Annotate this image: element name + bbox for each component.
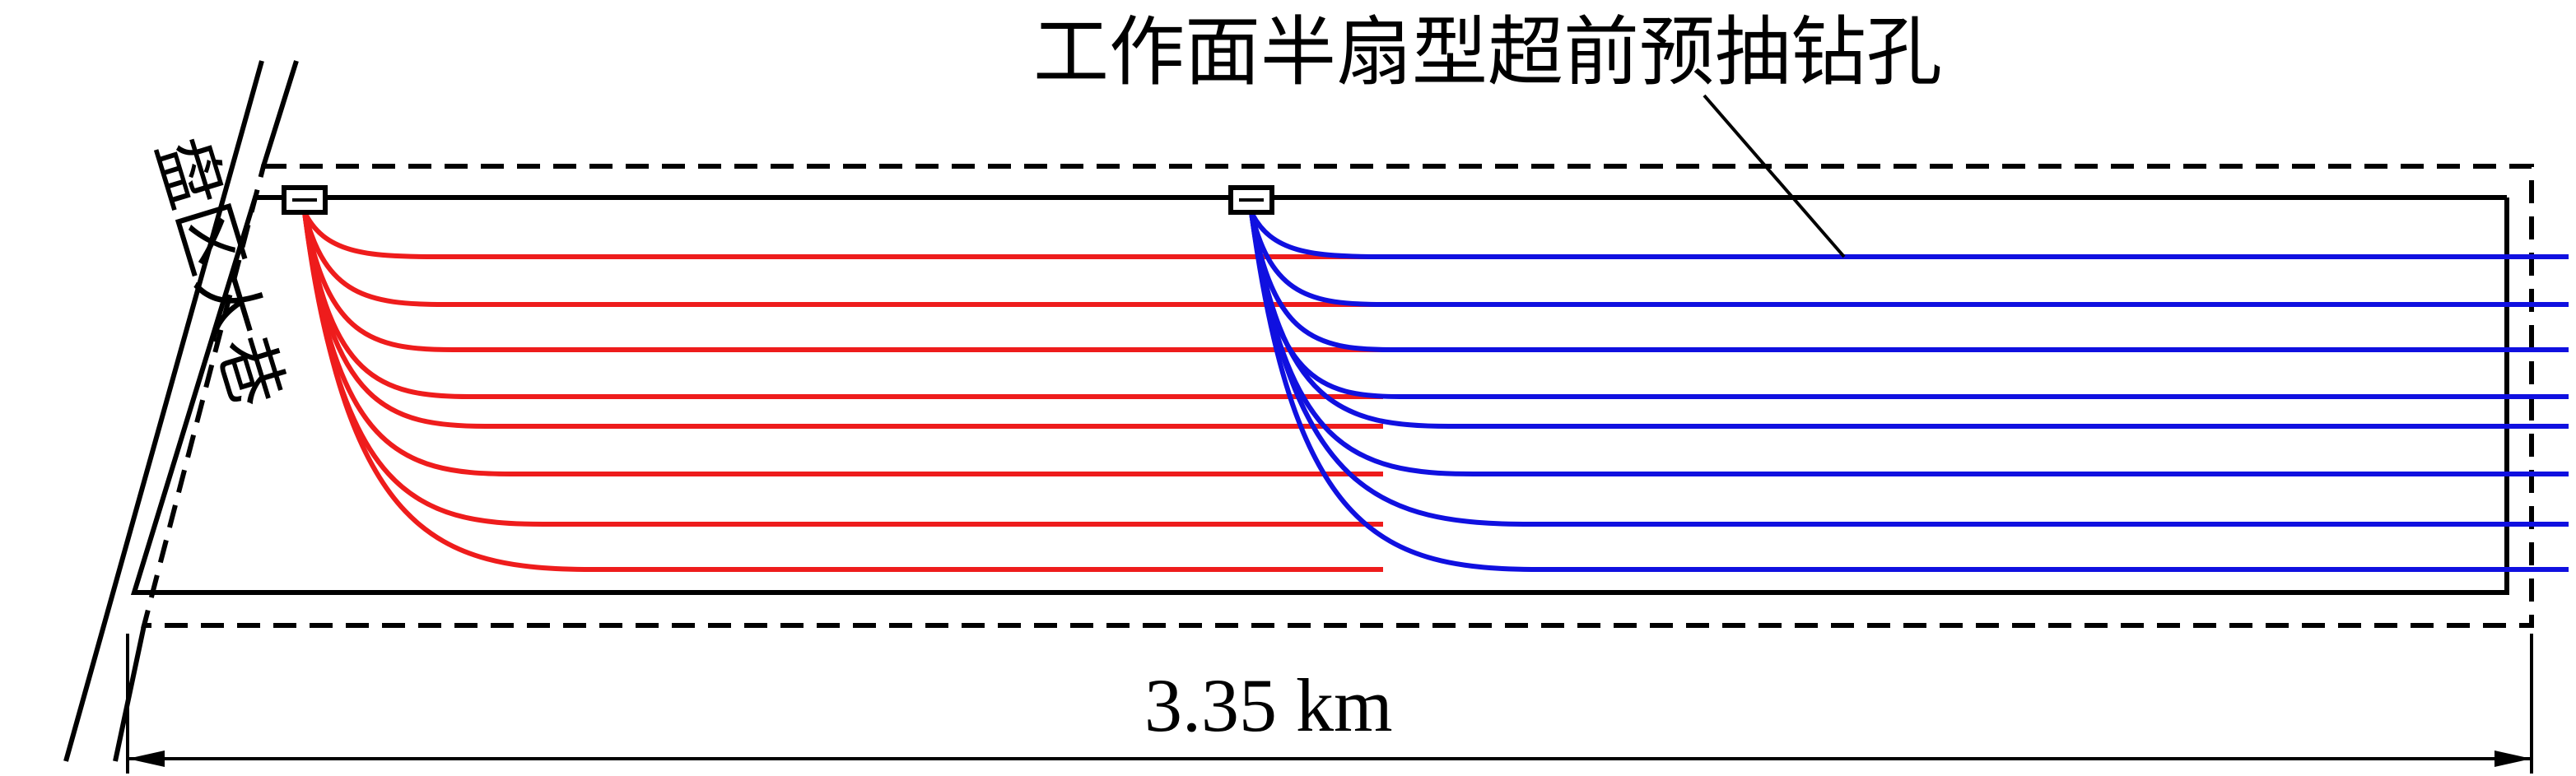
- title-leader-line: [1703, 94, 1846, 258]
- dimension-arrow-left: [128, 750, 165, 767]
- right-borehole-1: [1249, 211, 2569, 259]
- dimension-label: 3.35 km: [1144, 663, 1393, 747]
- right-borehole-5: [1249, 211, 2569, 429]
- left-borehole-6: [302, 211, 1383, 476]
- panel-boundary: [130, 195, 2509, 595]
- right-borehole-2: [1249, 211, 2569, 307]
- roadway-label: 盘区大巷: [141, 128, 299, 416]
- left-borehole-fan: [302, 211, 1383, 572]
- right-borehole-fan: [1249, 211, 2569, 572]
- panel-roadway: [63, 60, 299, 762]
- right-borehole-7: [1249, 211, 2569, 527]
- roadway-wall-right-lower: [113, 625, 147, 762]
- right-borehole-3: [1249, 211, 2569, 352]
- drill-site-left: [282, 185, 328, 215]
- right-borehole-6: [1249, 211, 2569, 476]
- roadway-wall-right: [261, 60, 299, 167]
- right-borehole-8: [1249, 211, 2569, 572]
- drill-site-right: [1228, 185, 1274, 215]
- left-borehole-2: [302, 211, 1383, 307]
- working-face-outline: [141, 164, 2534, 628]
- left-borehole-1: [302, 211, 1383, 259]
- dimension-arrow-right: [2494, 750, 2532, 767]
- dimension-line: [126, 634, 2533, 774]
- left-borehole-3: [302, 211, 1383, 352]
- roadway-wall-left: [63, 60, 264, 762]
- left-borehole-8: [302, 211, 1383, 572]
- title-label: 工作面半扇型超前预抽钻孔: [1033, 8, 1942, 96]
